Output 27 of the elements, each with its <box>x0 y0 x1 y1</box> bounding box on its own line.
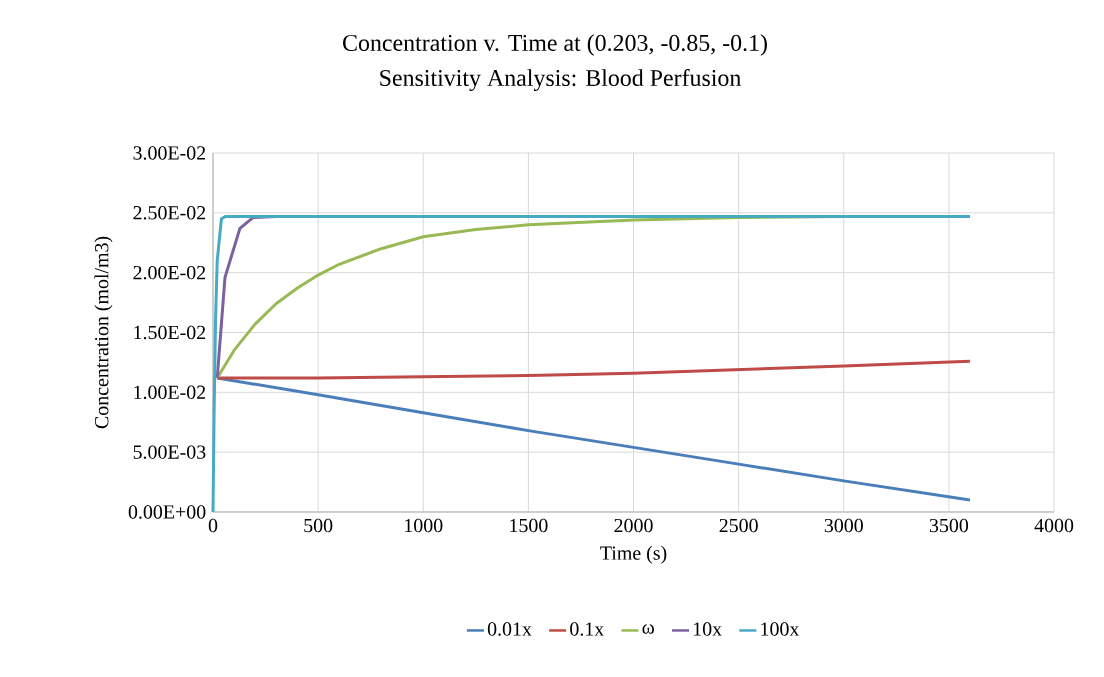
x-tick-label: 500 <box>304 518 333 533</box>
y-tick-label: 0.00E+00 <box>128 505 206 519</box>
x-tick-label: 1000 <box>405 518 443 533</box>
x-tick-label: 0 <box>208 518 218 533</box>
y-tick-label: 1.00E-02 <box>134 385 206 400</box>
x-tick-label: 3500 <box>929 518 969 533</box>
legend-label: ω <box>642 624 655 634</box>
x-tick-label: 4000 <box>1034 518 1074 533</box>
y-tick-label: 5.00E-03 <box>133 445 206 459</box>
x-axis-title: Time (s) <box>600 545 667 564</box>
line-series <box>215 376 972 502</box>
y-tick-label: 1.50E-02 <box>134 325 206 340</box>
x-tick-label: 1500 <box>510 518 548 533</box>
legend-label: 0.01x <box>487 622 532 636</box>
x-tick-label: 3000 <box>824 518 863 533</box>
y-axis-title: Concentration (mol/m3) <box>94 236 113 429</box>
x-tick-label: 2500 <box>719 518 758 533</box>
legend-label: 100x <box>761 622 800 636</box>
x-tick-label: 2000 <box>614 518 653 533</box>
chart-subtitle: Sensitivity Analysis: Blood Perfusion <box>380 69 741 91</box>
line-series <box>211 214 972 514</box>
y-tick-label: 3.00E-02 <box>133 146 206 160</box>
chart-title: Concentration v. Time at (0.203, -0.85, -0.1) <box>343 34 767 56</box>
y-tick-label: 2.00E-02 <box>133 265 206 280</box>
legend-label: 10x <box>693 622 722 636</box>
y-tick-label: 2.50E-02 <box>133 206 206 220</box>
legend-label: 0.1x <box>570 622 605 636</box>
